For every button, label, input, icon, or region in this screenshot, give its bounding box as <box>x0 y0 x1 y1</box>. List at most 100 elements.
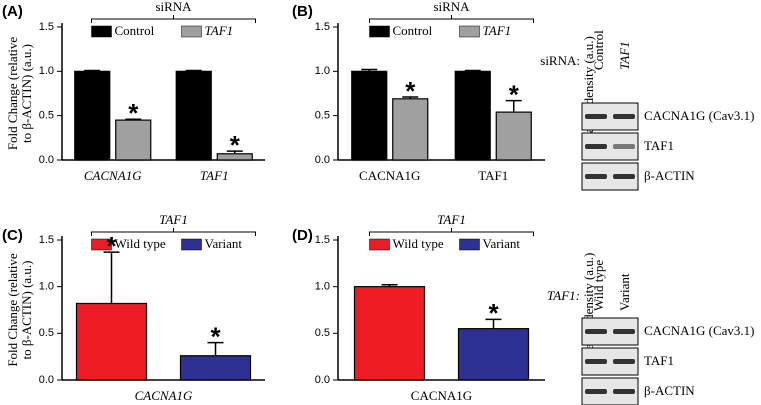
blot-band <box>585 114 607 119</box>
y-tick-label: 1.5 <box>315 21 330 33</box>
significance-star: * <box>230 130 241 160</box>
y-tick-label: 1.0 <box>315 65 330 77</box>
chart-title: siRNA <box>155 0 192 14</box>
legend-swatch <box>459 238 480 251</box>
y-tick-label: 0.0 <box>315 154 330 166</box>
bracket <box>91 15 256 23</box>
error-bar <box>207 341 224 356</box>
panel-label: (B) <box>292 3 313 20</box>
legend-swatch <box>369 238 390 251</box>
y-axis-label: to β-ACTIN) (a.u.) <box>19 260 34 359</box>
blot-label: β-ACTIN <box>644 168 695 183</box>
x-tick-label: TAF1 <box>478 168 508 183</box>
lane-label: Variant <box>617 273 632 311</box>
error-bar <box>84 69 101 72</box>
blot-band <box>585 144 607 149</box>
blot-band <box>585 389 607 394</box>
error-bar <box>125 118 142 121</box>
legend-swatch <box>91 25 112 38</box>
error-bar <box>185 69 202 72</box>
panel-label: (D) <box>292 227 313 244</box>
legend-label: Control <box>393 23 433 38</box>
y-axis-label: Fold Change (relative <box>5 37 20 151</box>
chart-title: siRNA <box>433 0 470 14</box>
error-bar <box>226 150 243 154</box>
blot-band <box>613 359 635 364</box>
legend-label: TAF1 <box>483 23 512 38</box>
legend-swatch <box>91 238 112 251</box>
bar <box>353 286 426 381</box>
blot-label: TAF1 <box>644 138 674 153</box>
bar <box>75 302 148 381</box>
legend-label: Wild type <box>393 236 444 251</box>
panel-label: (A) <box>2 3 23 20</box>
y-tick-label: 1.0 <box>39 65 54 77</box>
blot-band <box>585 359 607 364</box>
blot-label: CACNA1G (Cav3.1) <box>644 108 755 123</box>
blot-band <box>613 114 635 119</box>
blot-label: TAF1 <box>644 353 674 368</box>
error-bar <box>485 318 502 329</box>
y-tick-label: 1.0 <box>39 281 54 293</box>
y-axis-label: to β-ACTIN) (a.u.) <box>19 44 34 143</box>
blot-band <box>613 389 635 394</box>
y-tick-label: 0.5 <box>39 327 54 339</box>
legend-swatch <box>181 25 202 38</box>
x-tick-label: TAF1 <box>200 168 229 183</box>
chart-title: TAF1 <box>437 212 466 227</box>
blot-band <box>613 174 635 179</box>
y-tick-label: 0.0 <box>39 374 54 386</box>
bar <box>495 111 532 161</box>
error-bar <box>402 96 419 99</box>
significance-star: * <box>128 98 139 128</box>
blot-band <box>613 329 635 334</box>
legend-label: Control <box>115 23 155 38</box>
bar <box>74 70 111 161</box>
legend-label: TAF1 <box>205 23 234 38</box>
lane-label: TAF1 <box>617 41 632 70</box>
y-tick-label: 0.0 <box>39 154 54 166</box>
blot-header: TAF1: <box>547 288 580 303</box>
y-tick-label: 1.5 <box>315 234 330 246</box>
lane-label: Wild type <box>591 260 606 311</box>
blot-band <box>613 144 635 149</box>
blot-band <box>585 329 607 334</box>
error-bar <box>103 251 120 304</box>
significance-star: * <box>405 76 416 106</box>
y-tick-label: 0.5 <box>39 110 54 122</box>
y-tick-label: 1.5 <box>39 234 54 246</box>
bar <box>115 119 152 161</box>
error-bar <box>361 68 378 72</box>
x-tick-label: CACNA1G <box>84 168 142 183</box>
bar <box>179 355 252 381</box>
legend-label: Variant <box>205 236 243 251</box>
y-axis-label: Fold Change (relative <box>5 253 20 367</box>
bar <box>454 70 491 161</box>
x-tick-label: CACNA1G <box>411 388 472 403</box>
error-bar <box>381 284 398 287</box>
y-tick-label: 0.0 <box>315 374 330 386</box>
panel-label: (C) <box>2 227 23 244</box>
bracket <box>369 15 534 23</box>
significance-star: * <box>210 322 221 352</box>
significance-star: * <box>106 231 117 261</box>
blot-band <box>585 174 607 179</box>
blot-label: CACNA1G (Cav3.1) <box>644 323 755 338</box>
error-bar <box>464 69 481 72</box>
lane-label: Control <box>591 30 606 70</box>
y-tick-label: 1.5 <box>39 21 54 33</box>
legend-swatch <box>369 25 390 38</box>
legend-swatch <box>181 238 202 251</box>
y-tick-label: 0.5 <box>315 327 330 339</box>
significance-star: * <box>488 298 499 328</box>
blot-label: β-ACTIN <box>644 383 695 398</box>
legend-swatch <box>459 25 480 38</box>
bar <box>457 328 530 381</box>
x-tick-label: CACNA1G <box>135 388 193 403</box>
y-tick-label: 0.5 <box>315 110 330 122</box>
error-bar <box>505 99 522 113</box>
bracket <box>91 228 256 236</box>
bracket <box>369 228 534 236</box>
x-tick-label: CACNA1G <box>359 168 420 183</box>
